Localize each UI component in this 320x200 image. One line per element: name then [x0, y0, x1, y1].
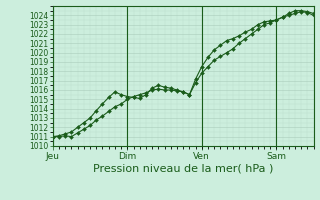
X-axis label: Pression niveau de la mer( hPa ): Pression niveau de la mer( hPa ): [93, 163, 273, 173]
